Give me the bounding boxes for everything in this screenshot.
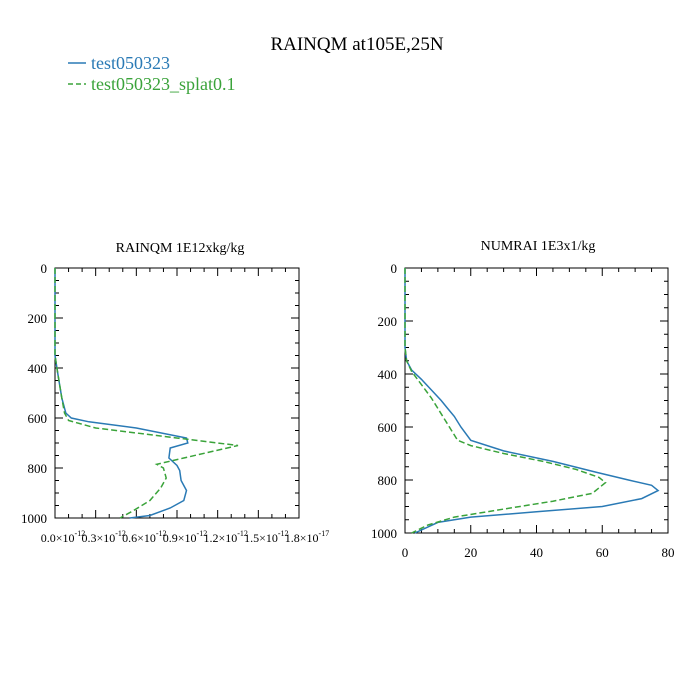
y-tick-label: 200 bbox=[378, 314, 398, 329]
x-tick-label: 1.2×10-12 bbox=[203, 529, 247, 545]
legend-entry-1: test050323 bbox=[68, 53, 170, 73]
legend-entry-2: test050323_splat0.1 bbox=[68, 74, 236, 94]
plot-area-rainqm: 0 200 400 600 800 1000 0.0×10-120.3×10-120.6×1… bbox=[21, 261, 329, 545]
x-tick-label: 20 bbox=[464, 545, 477, 560]
x-tick-exponent: -12 bbox=[115, 529, 126, 538]
y-tick-label: 600 bbox=[378, 420, 398, 435]
legend-label-2: test050323_splat0.1 bbox=[91, 74, 236, 94]
panel-title-rainqm: RAINQM 1E12xkg/kg bbox=[116, 241, 245, 256]
plot-area-numrai: 0 200 400 600 800 1000 0 20 40 60 80 bbox=[371, 261, 675, 560]
x-tick-label: 0.6×10-12 bbox=[122, 529, 166, 545]
x-tick-label: 0.3×10-12 bbox=[81, 529, 125, 545]
y-tick-label: 400 bbox=[378, 367, 398, 382]
series-line-2 bbox=[54, 268, 239, 519]
x-tick-label: 0 bbox=[402, 545, 409, 560]
x-tick-exponent: -12 bbox=[237, 529, 248, 538]
series-line-1 bbox=[404, 268, 660, 534]
panel-title-numrai: NUMRAI 1E3x1/kg bbox=[481, 239, 596, 254]
y-tick-label: 600 bbox=[28, 411, 48, 426]
x-tick-label: 60 bbox=[596, 545, 609, 560]
x-tick-label: 1.5×10-12 bbox=[244, 529, 288, 545]
x-tick-exponent: -12 bbox=[156, 529, 167, 538]
x-tick-label: 80 bbox=[662, 545, 675, 560]
chart-title: RAINQM at105E,25N bbox=[270, 34, 443, 55]
y-tick-label: 0 bbox=[391, 261, 398, 276]
plot-frame bbox=[54, 267, 300, 519]
series-line-2 bbox=[404, 268, 607, 534]
y-tick-label: 1000 bbox=[371, 526, 397, 541]
y-tick-label: 1000 bbox=[21, 511, 47, 526]
panel-numrai: NUMRAI 1E3x1/kg 0 200 400 600 800 1000 0 20 40 60… bbox=[371, 239, 675, 560]
y-tick-label: 400 bbox=[28, 361, 48, 376]
legend-label-1: test050323 bbox=[91, 53, 170, 73]
x-tick-label: 1.8×10-17 bbox=[285, 529, 329, 545]
legend: test050323 test050323_splat0.1 bbox=[68, 53, 236, 94]
y-tick-label: 800 bbox=[28, 461, 48, 476]
x-tick-label: 0.0×10-12 bbox=[41, 529, 85, 545]
y-tick-label: 800 bbox=[378, 473, 398, 488]
plot-frame bbox=[404, 267, 669, 534]
x-tick-exponent: -12 bbox=[75, 529, 86, 538]
y-tick-label: 200 bbox=[28, 311, 48, 326]
x-tick-exponent: -12 bbox=[278, 529, 289, 538]
x-tick-label: 40 bbox=[530, 545, 543, 560]
x-tick-label: 0.9×10-12 bbox=[163, 529, 207, 545]
y-tick-label: 0 bbox=[41, 261, 48, 276]
panel-rainqm: RAINQM 1E12xkg/kg 0 200 400 600 800 1000 0.0×1… bbox=[21, 241, 329, 545]
x-tick-exponent: -12 bbox=[197, 529, 208, 538]
series-line-1 bbox=[54, 268, 189, 519]
x-tick-exponent: -17 bbox=[319, 529, 330, 538]
